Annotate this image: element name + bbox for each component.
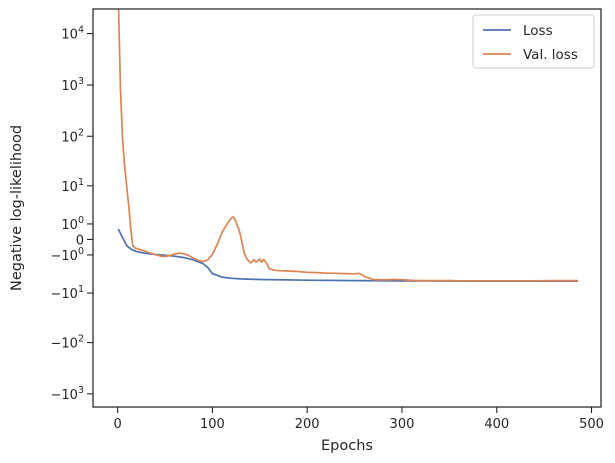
- x-tick-label: 300: [390, 417, 415, 432]
- x-tick-label: 200: [295, 417, 320, 432]
- series-layer: [117, 9, 579, 283]
- x-tick-label: 400: [484, 417, 509, 432]
- y-tick-label: 100: [61, 215, 84, 233]
- legend-label: Loss: [523, 23, 553, 39]
- x-tick-label: 100: [200, 417, 225, 432]
- y-tick-label: 101: [61, 177, 84, 195]
- series-line-val-loss: [117, 9, 579, 282]
- plot-area: [93, 9, 601, 407]
- y-tick-label: −103: [51, 385, 84, 403]
- axes-frame: [92, 8, 602, 408]
- y-tick-label: −102: [51, 334, 84, 352]
- plot-background: [93, 9, 601, 407]
- y-tick-label: −101: [51, 284, 84, 302]
- x-tick-label: 0: [114, 417, 122, 432]
- x-axis-label: Epochs: [321, 438, 373, 454]
- y-tick-label: −100: [51, 246, 84, 264]
- series-line-loss: [117, 228, 579, 283]
- y-tick-label: 103: [61, 76, 84, 94]
- y-tick-label: 104: [61, 25, 84, 43]
- y-tick-label: 102: [61, 127, 84, 145]
- y-tick-label: 0: [76, 233, 84, 248]
- legend: Loss Val. loss: [472, 14, 595, 69]
- x-tick-label: 500: [579, 417, 604, 432]
- y-axis-label: Negative log-likelihood: [9, 125, 25, 291]
- legend-label: Val. loss: [523, 47, 578, 63]
- axes-layer: 0 100 200 300 400 5001041031021011000−100−101…: [51, 8, 604, 432]
